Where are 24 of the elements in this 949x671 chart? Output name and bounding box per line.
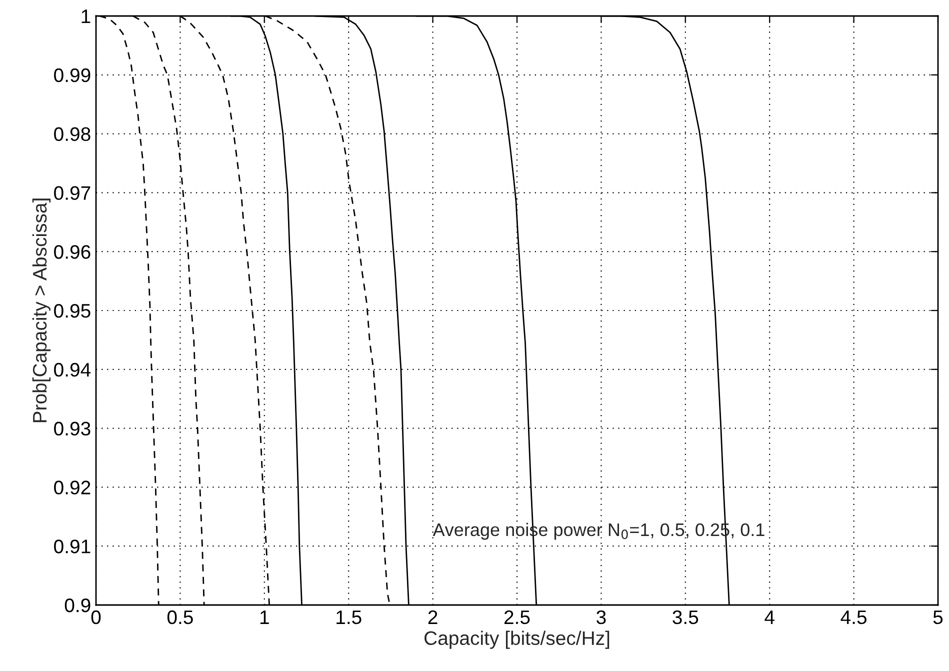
x-tick-label: 3.5 xyxy=(672,610,698,624)
x-tick-label: 3 xyxy=(596,610,606,624)
y-tick-label: 0.95 xyxy=(54,304,90,318)
x-tick-label: 2 xyxy=(428,610,438,624)
x-tick-label: 4 xyxy=(764,610,774,624)
y-tick-label: 0.9 xyxy=(64,598,90,612)
x-tick-label: 0 xyxy=(91,610,101,624)
y-axis-title: Prob[Capacity > Abscissa] xyxy=(32,198,51,422)
y-tick-label: 0.94 xyxy=(54,362,91,377)
y-tick-label: 0.96 xyxy=(54,245,90,259)
y-tick-label: 0.97 xyxy=(54,186,90,200)
x-tick-label: 0.5 xyxy=(167,610,193,624)
x-tick-label: 4.5 xyxy=(840,610,866,624)
y-tick-label: 1 xyxy=(82,10,90,24)
x-tick-label: 5 xyxy=(933,610,943,624)
x-tick-label: 1.5 xyxy=(336,610,362,624)
y-tick-label: 0.98 xyxy=(54,127,90,142)
x-tick-label: 2.5 xyxy=(504,610,530,624)
y-tick-label: 0.91 xyxy=(54,540,90,554)
y-tick-label: 0.92 xyxy=(54,480,90,494)
y-tick-label: 0.93 xyxy=(54,422,90,436)
x-tick-label: 1 xyxy=(260,610,269,624)
x-axis-title: Capacity [bits/sec/Hz] xyxy=(424,630,610,649)
y-tick-label: 0.99 xyxy=(54,68,90,82)
